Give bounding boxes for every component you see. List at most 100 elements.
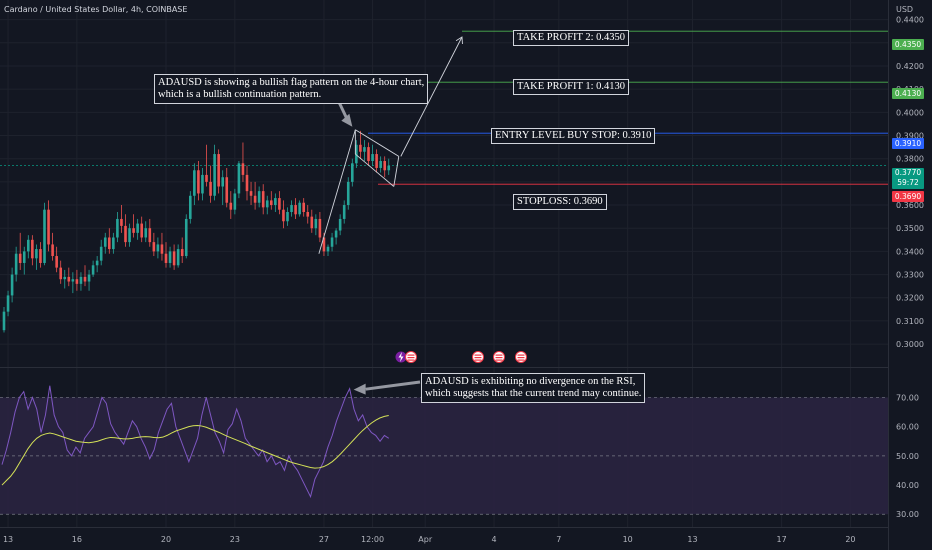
candle-body: [314, 218, 318, 229]
candle-body: [225, 177, 229, 203]
candle: [237, 161, 241, 199]
candle: [201, 167, 204, 201]
candle: [71, 272, 75, 294]
candle-body: [229, 202, 233, 210]
candle: [59, 260, 62, 284]
rsi-divergence-note[interactable]: ADAUSD is exhibiting no divergence on th…: [421, 373, 646, 403]
candle-body: [237, 163, 241, 194]
candle-body: [189, 195, 192, 219]
drawings: [318, 36, 463, 254]
candle: [63, 269, 67, 289]
price-tick-label: 0.4200: [896, 62, 924, 71]
candle-body: [318, 218, 322, 238]
candle-body: [298, 202, 301, 215]
candle-body: [136, 223, 139, 233]
flag-pattern-note[interactable]: ADAUSD is showing a bullish flag pattern…: [154, 74, 429, 104]
tp1-price-tag: 0.4130: [892, 88, 924, 99]
bar-countdown: 59:72: [897, 178, 919, 187]
candle: [136, 218, 139, 240]
candle: [342, 200, 346, 224]
stoploss-label[interactable]: STOPLOSS: 0.3690: [513, 194, 607, 210]
entry-price-tag: 0.3910: [892, 138, 924, 149]
time-tick-label: 27: [319, 535, 329, 544]
candle-body: [359, 144, 362, 152]
candle-body: [27, 239, 30, 252]
candle-body: [79, 276, 83, 284]
time-tick-label: 13: [687, 535, 697, 544]
candle: [290, 200, 293, 217]
entry-level-label[interactable]: ENTRY LEVEL BUY STOP: 0.3910: [491, 128, 656, 144]
take-profit-1-label[interactable]: TAKE PROFIT 1: 0.4130: [513, 79, 630, 95]
candle: [367, 142, 370, 166]
lightning-icon[interactable]: [395, 351, 407, 363]
candle: [2, 307, 6, 333]
candle-body: [132, 228, 135, 233]
candle-body: [124, 225, 127, 243]
us-flag-icon[interactable]: [493, 351, 505, 363]
us-flag-icon[interactable]: [472, 351, 484, 363]
flag-channel-right: [393, 156, 400, 187]
projection-arrow-line: [400, 36, 463, 157]
candle-body: [310, 216, 314, 229]
candle: [233, 188, 237, 215]
candle: [310, 209, 314, 233]
flag-channel-upper: [355, 129, 400, 157]
candle: [168, 246, 172, 268]
price-tick-label: 0.3100: [896, 317, 924, 326]
candle: [75, 269, 79, 291]
candle-body: [2, 311, 6, 331]
time-tick-label: 10: [623, 535, 633, 544]
candle: [148, 218, 152, 247]
candle: [95, 256, 99, 273]
candle: [217, 149, 220, 194]
candle: [338, 214, 342, 236]
candle: [87, 269, 91, 291]
candle: [351, 158, 354, 187]
candle-body: [326, 246, 330, 252]
candle-body: [294, 205, 297, 215]
current-price-value: 0.3770: [894, 168, 922, 177]
candle-body: [39, 249, 42, 263]
candles: [2, 130, 391, 333]
price-tick-label: 0.3900: [896, 132, 924, 141]
candle: [79, 272, 83, 291]
candle-body: [270, 200, 273, 206]
rsi-axis: 70.00 60.00 50.00 40.00 30.00: [896, 393, 919, 519]
time-tick-label: 17: [777, 535, 787, 544]
candle-body: [168, 251, 172, 263]
candle-body: [22, 251, 26, 263]
candle: [302, 198, 305, 217]
candle: [47, 200, 50, 252]
candle-body: [164, 253, 168, 263]
candle-body: [120, 218, 123, 226]
candle: [27, 235, 30, 259]
candle-body: [47, 209, 50, 245]
candle-body: [140, 223, 143, 238]
candle-body: [274, 198, 277, 206]
candle-body: [205, 174, 208, 182]
us-flag-icon[interactable]: [515, 351, 527, 363]
us-flag-icon[interactable]: [405, 351, 417, 363]
candle: [270, 191, 273, 210]
candle: [359, 130, 362, 159]
candle: [363, 140, 366, 162]
candle: [229, 191, 233, 219]
candle: [6, 290, 10, 317]
candle: [298, 200, 301, 217]
candle: [261, 184, 265, 215]
price-tick-label: 0.4400: [896, 16, 924, 25]
candle: [355, 140, 358, 168]
price-tick-label: 0.3200: [896, 294, 924, 303]
candle: [55, 246, 58, 273]
flag-pole-line: [318, 129, 356, 254]
candle: [35, 244, 38, 270]
candle: [371, 144, 374, 166]
candle: [156, 237, 160, 259]
candle: [241, 142, 245, 182]
take-profit-2-label[interactable]: TAKE PROFIT 2: 0.4350: [513, 30, 630, 46]
currency-label: USD: [896, 5, 913, 14]
candle-body: [83, 276, 87, 282]
candle-body: [180, 249, 184, 257]
candle-body: [87, 274, 91, 282]
